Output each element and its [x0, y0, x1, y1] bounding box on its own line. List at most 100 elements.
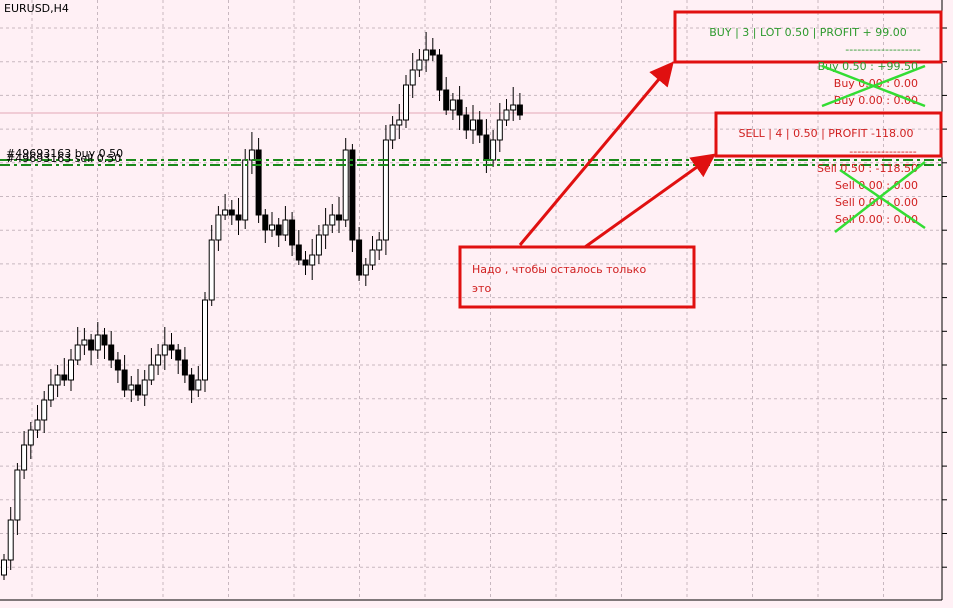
sell-summary: SELL | 4 | 0.50 | PROFIT -118.00 — [739, 127, 914, 140]
candle-body — [382, 139, 389, 241]
arrow — [584, 153, 716, 249]
cross-out — [821, 64, 926, 108]
candle-body — [470, 119, 476, 131]
candle-body — [61, 374, 68, 381]
candle-body — [282, 219, 289, 236]
candle-body — [94, 334, 101, 351]
sell-line: Sell 0.00 : 0.00 — [835, 179, 918, 192]
candle-body — [376, 239, 383, 251]
candle-body — [108, 344, 115, 361]
candle-body — [181, 359, 188, 376]
candle-body — [336, 214, 342, 221]
candle-body — [302, 259, 309, 266]
candle-body — [114, 359, 121, 371]
candle-body — [27, 429, 34, 446]
candle-body — [235, 214, 242, 221]
candle-body — [322, 224, 329, 236]
candle-body — [423, 49, 430, 61]
buy-line: Buy 0.00 : 0.00 — [834, 77, 918, 90]
candle-body — [21, 444, 28, 471]
candle-body — [449, 99, 456, 111]
candle-body — [269, 224, 275, 231]
candle-body — [188, 374, 195, 391]
candle-body — [54, 374, 61, 386]
candle-body — [275, 224, 282, 236]
annotation-box — [458, 245, 696, 309]
sell-line: Sell 0.50 : -118.50 — [817, 162, 918, 175]
candle-body — [496, 119, 503, 141]
candle-body — [349, 149, 356, 241]
candle-body — [356, 239, 363, 276]
highlight-box — [673, 10, 943, 64]
candle-body — [148, 364, 155, 381]
candle-body — [88, 339, 95, 351]
candle-body — [362, 264, 369, 276]
candle-body — [396, 119, 403, 126]
candle-body — [135, 384, 141, 396]
candle-body — [329, 214, 336, 226]
candle-body — [436, 54, 443, 91]
candle-body — [289, 219, 296, 246]
candle-body — [155, 354, 162, 366]
candles — [1, 32, 523, 580]
candle-body — [248, 149, 255, 161]
candle-body — [175, 349, 182, 361]
candle-body — [215, 214, 222, 241]
candle-body — [101, 334, 108, 346]
buy-summary: BUY | 3 | LOT 0.50 | PROFIT + 99.00 — [709, 26, 906, 39]
candle-body — [121, 369, 128, 391]
candle-body — [128, 384, 135, 391]
candle-body — [202, 299, 208, 381]
candle-body — [429, 49, 436, 56]
candle-body — [456, 99, 463, 116]
symbol-label: EURUSD,H4 — [4, 2, 69, 15]
candle-body — [242, 159, 249, 221]
candle-body — [141, 379, 148, 396]
candle-body — [208, 239, 215, 301]
candle-body — [490, 139, 497, 161]
candle-body — [476, 119, 483, 136]
candle-body — [262, 214, 269, 231]
candle-body — [416, 59, 423, 71]
candle-body — [463, 114, 470, 131]
candle-body — [443, 89, 450, 111]
candle-body — [315, 234, 322, 256]
candle-body — [41, 399, 48, 421]
candle-body — [403, 84, 409, 121]
arrow — [518, 61, 674, 246]
order-label: #49693163 sell 0.50 — [6, 152, 121, 165]
candle-body — [1, 559, 7, 576]
buy-line: Buy 0.50 : +99.50 — [818, 60, 918, 73]
candle-body — [389, 124, 396, 141]
candle-body — [483, 134, 490, 161]
candle-body — [195, 379, 202, 391]
candle-body — [68, 359, 74, 381]
candle-body — [510, 104, 517, 111]
candle-body — [295, 244, 302, 261]
candle-body — [342, 149, 349, 221]
candle-body — [309, 254, 316, 266]
candle-body — [516, 104, 523, 116]
candle-body — [222, 209, 229, 216]
cross-out — [839, 168, 926, 230]
buy-line: Buy 0.00 : 0.00 — [834, 94, 918, 107]
candle-body — [7, 519, 14, 561]
candle-body — [168, 344, 175, 351]
candle-body — [255, 149, 262, 216]
highlight-box — [714, 111, 943, 158]
sell-line: Sell 0.00 : 0.00 — [835, 196, 918, 209]
candle-body — [161, 344, 168, 356]
candle-body — [74, 344, 81, 361]
candle-body — [369, 249, 376, 266]
annotation-text: Надо , чтобы осталось только — [472, 263, 646, 276]
candle-body — [34, 419, 41, 431]
candle-body — [47, 384, 54, 401]
candle-body — [503, 109, 510, 121]
order-label: #49693163 buy 0.50 — [6, 147, 123, 160]
annotation-text: это — [472, 282, 491, 295]
candle-body — [14, 469, 21, 521]
candle-body — [81, 339, 88, 346]
sell-separator: ----------------- — [849, 145, 917, 158]
